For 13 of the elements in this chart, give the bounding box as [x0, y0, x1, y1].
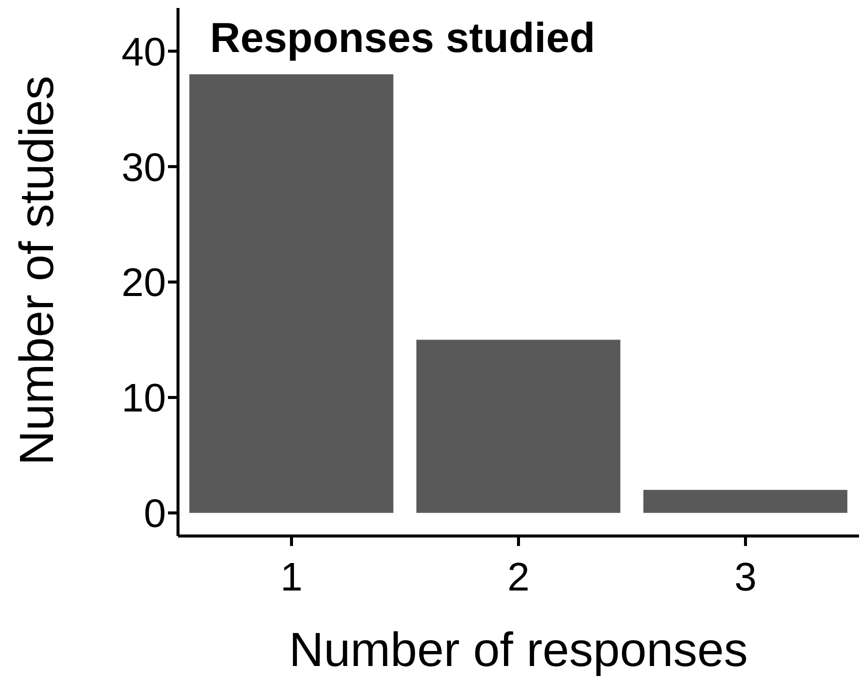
bar	[189, 74, 394, 513]
bar	[416, 340, 620, 513]
y-tick-label: 30	[122, 146, 166, 190]
y-axis-title: Number of studies	[11, 76, 64, 466]
x-tick-label: 3	[734, 555, 757, 600]
chart-title: Responses studied	[210, 14, 596, 62]
bar	[643, 490, 848, 513]
y-tick-label: 40	[122, 30, 166, 74]
x-tick-label: 2	[507, 555, 530, 600]
y-tick-label: 10	[122, 376, 166, 421]
y-tick-label: 0	[144, 492, 166, 536]
y-tick-label: 20	[122, 261, 166, 306]
x-tick-label: 1	[280, 555, 303, 600]
